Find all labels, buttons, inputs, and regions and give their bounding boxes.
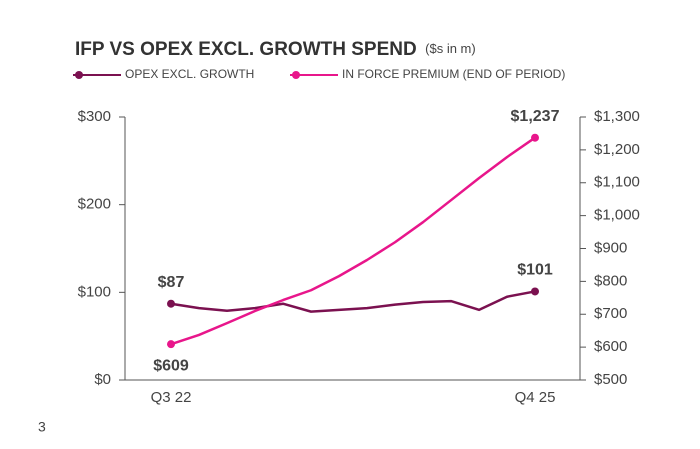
series-line [170, 136, 536, 346]
page-number: 3 [38, 419, 46, 435]
point-marker [167, 299, 175, 308]
point-marker [531, 133, 539, 142]
y2-tick-label: $700 [594, 305, 627, 322]
legend-marker [292, 71, 300, 79]
data-label: $87 [158, 274, 185, 291]
y-tick-label: $200 [78, 196, 111, 213]
chart-subtitle: ($s in m) [425, 41, 476, 56]
chart-title: IFP VS OPEX EXCL. GROWTH SPEND [75, 39, 417, 60]
y2-tick-label: $1,000 [594, 207, 640, 224]
x-tick-label: Q3 22 [151, 389, 192, 406]
y-tick-label: $300 [78, 108, 111, 125]
point-marker [531, 287, 539, 296]
y2-tick-label: $900 [594, 239, 627, 256]
chart-title-group: IFP VS OPEX EXCL. GROWTH SPEND ($s in m) [75, 39, 476, 60]
series-line [170, 290, 536, 313]
legend-label: OPEX EXCL. GROWTH [125, 67, 254, 81]
legend-label: IN FORCE PREMIUM (END OF PERIOD) [342, 67, 565, 81]
data-label: $101 [517, 262, 553, 279]
data-label: $1,237 [511, 108, 560, 125]
y-tick-label: $100 [78, 283, 111, 300]
data-label: $609 [153, 357, 189, 374]
x-tick-label: Q4 25 [515, 389, 556, 406]
legend-marker [75, 71, 83, 79]
y2-tick-label: $1,100 [594, 174, 640, 191]
point-marker [167, 340, 175, 349]
y2-tick-label: $1,300 [594, 108, 640, 125]
y-tick-label: $0 [94, 371, 111, 388]
y2-tick-label: $800 [594, 272, 627, 289]
y2-tick-label: $500 [594, 371, 627, 388]
y2-tick-label: $600 [594, 338, 627, 355]
y2-tick-label: $1,200 [594, 141, 640, 158]
